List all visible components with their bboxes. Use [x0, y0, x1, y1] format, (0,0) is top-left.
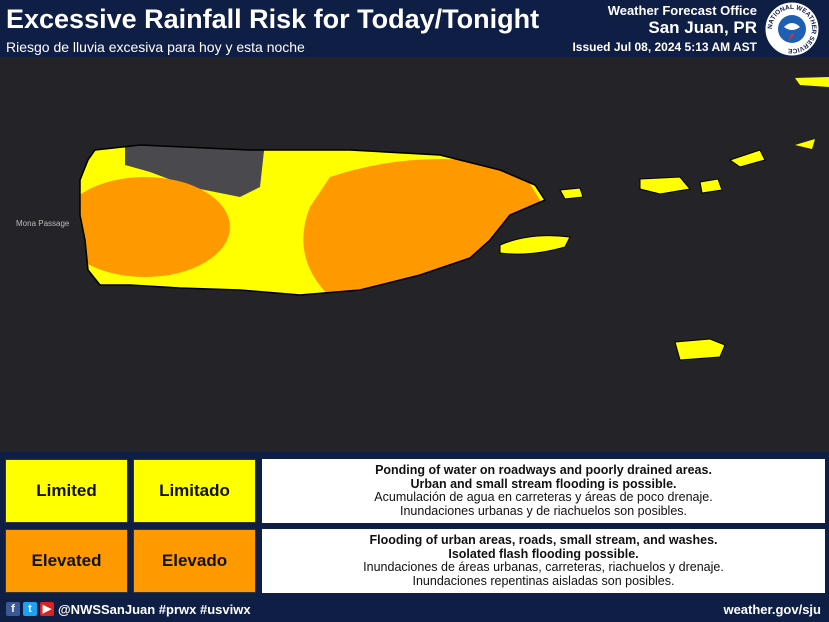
map-label: Mona Passage [16, 219, 70, 228]
description-line: Urban and small stream flooding is possi… [410, 476, 677, 491]
office: Weather Forecast Office [607, 3, 757, 18]
legend: Limited Limitado Ponding of water on roadw… [0, 452, 829, 597]
website: weather.gov/sju [723, 602, 821, 617]
legend-row: Elevated Elevado Flooding of urban areas, … [0, 529, 829, 593]
twitter-icon: t [23, 602, 37, 616]
risk-spanish: Limitado [133, 459, 256, 523]
description-line: Inundaciones urbanas y de riachuelos son… [400, 503, 687, 518]
risk-description: Flooding of urban areas, roads, small st… [262, 529, 825, 593]
title: Excessive Rainfall Risk for Today/Tonigh… [6, 4, 540, 34]
issued: Issued Jul 08, 2024 5:13 AM AST [572, 40, 757, 54]
location: San Juan, PR [648, 18, 757, 37]
map: Mona Passage [0, 57, 829, 452]
subtitle: Riesgo de lluvia excesiva para hoy y est… [6, 39, 305, 55]
risk-spanish: Elevado [133, 529, 256, 593]
social-handle: @NWSSanJuan #prwx #usviwx [58, 602, 251, 617]
description-line: Ponding of water on roadways and poorly … [375, 463, 712, 477]
risk-english: Limited [5, 459, 128, 523]
description-line: Acumulación de agua en carreteras y área… [374, 490, 713, 504]
legend-row: Limited Limitado Ponding of water on roadw… [0, 459, 829, 523]
youtube-icon: ▶ [40, 602, 54, 616]
description-line: Isolated flash flooding possible. [448, 546, 639, 561]
footer: f t ▶ @NWSSanJuan #prwx #usviwx weather.… [0, 597, 829, 622]
description-line: Inundaciones de áreas urbanas, carretera… [363, 560, 724, 574]
risk-description: Ponding of water on roadways and poorly … [262, 459, 825, 523]
description-line: Inundaciones repentinas aisladas son pos… [412, 573, 675, 588]
facebook-icon: f [6, 602, 20, 616]
nws-logo: NATIONAL WEATHER SERVICE [764, 1, 820, 57]
description-line: Flooding of urban areas, roads, small st… [369, 533, 718, 547]
risk-english: Elevated [5, 529, 128, 593]
header: Excessive Rainfall Risk for Today/Tonigh… [0, 0, 829, 57]
